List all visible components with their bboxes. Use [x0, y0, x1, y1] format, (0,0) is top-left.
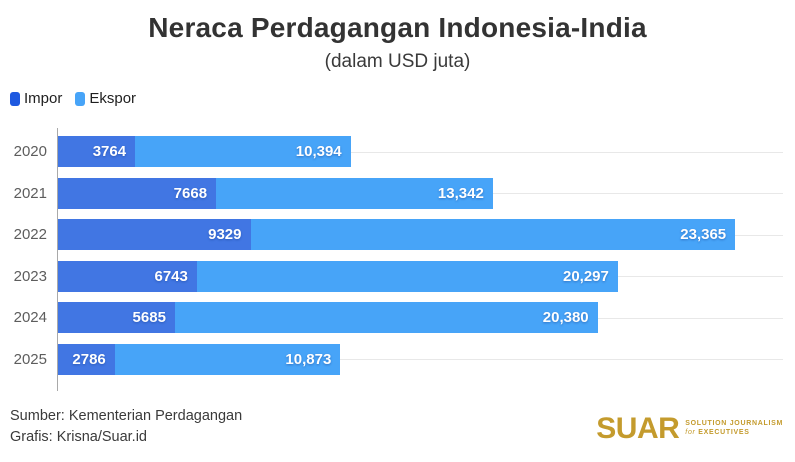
- source-note: Sumber: Kementerian Perdagangan: [10, 408, 243, 424]
- logo-tagline-line1: SOLUTION JOURNALISM: [685, 420, 783, 428]
- chart-row-2020: 2020 3764 10,394: [0, 131, 783, 173]
- bar-track: 6743 20,297: [57, 260, 783, 292]
- bar-value-impor: 9329: [208, 226, 242, 244]
- logo-tagline-for: for: [685, 429, 696, 436]
- chart-title: Neraca Perdagangan Indonesia-India: [148, 12, 647, 43]
- year-label: 2022: [13, 226, 47, 244]
- chart-row-2021: 2021 7668 13,342: [0, 173, 783, 215]
- bar-track: 5685 20,380: [57, 302, 783, 334]
- bar-stack: 3764 10,394: [57, 136, 783, 168]
- legend-item-ekspor: Ekspor: [75, 90, 136, 107]
- bar-segment-impor: 9329: [57, 219, 251, 251]
- chart-rows: 2020 3764 10,394 2021 7668 13,342 2022 9329 23,3…: [0, 131, 783, 380]
- bar-stack: 6743 20,297: [57, 260, 783, 292]
- bar-segment-ekspor: 10,873: [114, 343, 341, 375]
- bar-value-ekspor: 20,297: [562, 267, 609, 285]
- bar-value-impor: 7668: [173, 184, 208, 202]
- legend-label: Impor: [24, 90, 63, 107]
- credit-note: Grafis: Krisna/Suar.id: [10, 429, 147, 445]
- bar-value-impor: 3764: [92, 143, 127, 161]
- bar-value-ekspor: 10,394: [295, 143, 342, 161]
- bar-value-ekspor: 23,365: [680, 226, 727, 244]
- logo-tagline-executives: EXECUTIVES: [695, 429, 750, 436]
- logo-tagline-line2: for EXECUTIVES: [685, 429, 783, 438]
- year-label: 2021: [13, 184, 47, 202]
- gridline: [57, 359, 783, 361]
- bar-segment-impor: 2786: [57, 343, 115, 375]
- bar-segment-ekspor: 20,380: [174, 302, 598, 334]
- bar-stack: 9329 23,365: [57, 219, 783, 251]
- bar-track: 2786 10,873: [57, 343, 783, 375]
- year-label: 2025: [13, 350, 47, 368]
- chart-row-2025: 2025 2786 10,873: [0, 339, 783, 381]
- bar-track: 7668 13,342: [57, 177, 783, 209]
- bar-segment-impor: 7668: [57, 177, 217, 209]
- year-label: 2020: [13, 143, 47, 161]
- bar-segment-impor: 6743: [57, 260, 197, 292]
- legend-label: Ekspor: [89, 90, 137, 107]
- bar-value-impor: 2786: [72, 350, 106, 368]
- bar-stack: 5685 20,380: [57, 302, 783, 334]
- bar-track: 9329 23,365: [57, 219, 783, 251]
- bar-segment-impor: 5685: [57, 302, 175, 334]
- chart-row-2023: 2023 6743 20,297: [0, 256, 783, 298]
- suar-logo: SUAR SOLUTION JOURNALISM for EXECUTIVES: [596, 414, 783, 444]
- logo-wordmark: SUAR: [596, 412, 680, 445]
- year-label: 2023: [13, 267, 47, 285]
- bar-track: 3764 10,394: [57, 136, 783, 168]
- bar-segment-ekspor: 23,365: [250, 219, 736, 251]
- bar-value-ekspor: 20,380: [542, 309, 589, 327]
- bar-value-ekspor: 13,342: [437, 184, 484, 202]
- bar-segment-impor: 3764: [57, 136, 136, 168]
- bar-stack: 2786 10,873: [57, 343, 783, 375]
- year-label: 2024: [13, 309, 47, 327]
- y-axis-line: [57, 128, 58, 391]
- logo-tagline: SOLUTION JOURNALISM for EXECUTIVES: [685, 420, 783, 438]
- bar-segment-ekspor: 10,394: [135, 136, 351, 168]
- bar-stack: 7668 13,342: [57, 177, 783, 209]
- gridline: [57, 151, 783, 153]
- legend: Impor Ekspor: [10, 90, 136, 107]
- legend-swatch-impor: [10, 91, 20, 106]
- bar-value-impor: 6743: [154, 267, 188, 285]
- chart-row-2022: 2022 9329 23,365: [0, 214, 783, 256]
- bar-value-ekspor: 10,873: [285, 350, 332, 368]
- bar-value-impor: 5685: [132, 309, 166, 327]
- legend-swatch-ekspor: [75, 91, 86, 106]
- chart-subtitle: (dalam USD juta): [324, 51, 471, 72]
- legend-item-impor: Impor: [10, 90, 62, 107]
- bar-segment-ekspor: 13,342: [216, 177, 493, 209]
- bar-segment-ekspor: 20,297: [196, 260, 618, 292]
- chart-row-2024: 2024 5685 20,380: [0, 297, 783, 339]
